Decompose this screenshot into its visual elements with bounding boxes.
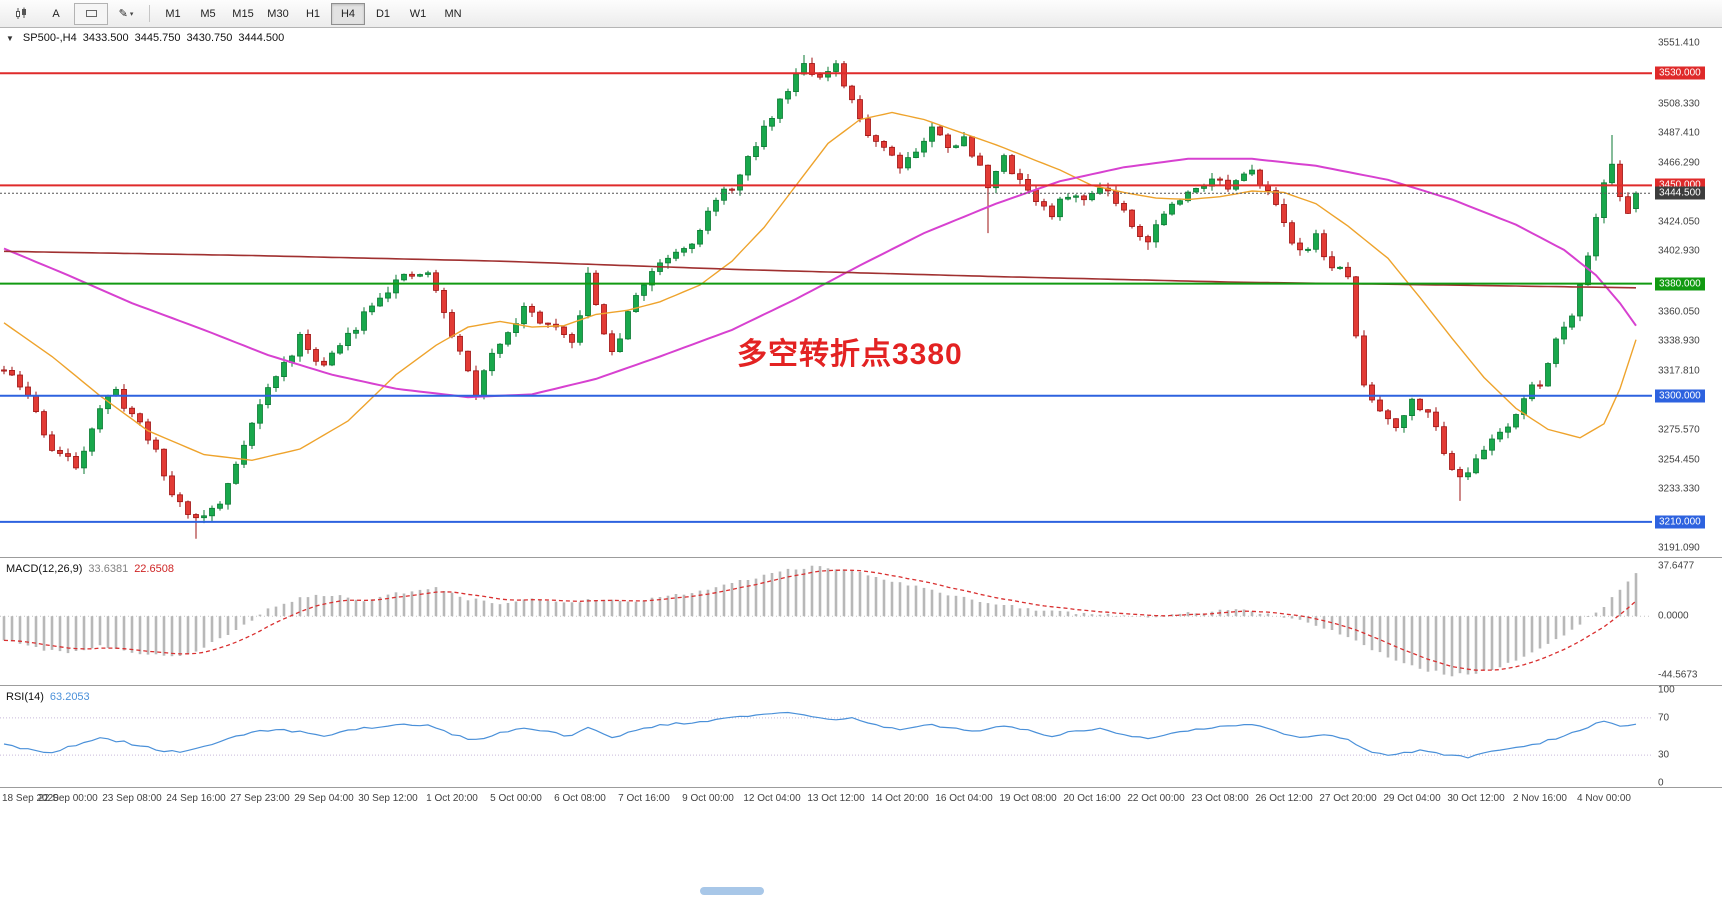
text-tool-button[interactable]: A [39, 3, 73, 25]
horizontal-levels [0, 72, 1652, 523]
macd-label: MACD(12,26,9) [6, 563, 83, 575]
symbol-timeframe-label: SP500-,H4 [22, 32, 77, 44]
timeframe-button-m1[interactable]: M1 [165, 7, 181, 20]
ma-line-slow-sma [3, 250, 1637, 289]
ohlc-open: 3433.500 [82, 32, 129, 44]
chart-area: ▼ SP500-,H4 3433.500 3445.750 3430.750 3… [0, 27, 1722, 897]
rsi-value: 63.2053 [49, 691, 90, 703]
timeframe-button-m30[interactable]: M30 [267, 7, 289, 20]
ma-line-fast-sma [3, 111, 1637, 462]
macd-pane-header: MACD(12,26,9) 33.6381 22.6508 [6, 563, 174, 575]
macd-main-value: 33.6381 [88, 563, 129, 575]
rsi-pane-header: RSI(14) 63.2053 [6, 691, 90, 703]
top-toolbar: A ✎ ▾ M1 M5 M15 M30 H1 H4 D1 W1 MN [0, 0, 1722, 28]
timeframe-button-w1[interactable]: W1 [409, 7, 427, 20]
toolbar-separator [149, 5, 150, 22]
macd-signal-value: 22.6508 [134, 563, 174, 575]
symbol-ohlc-header: ▼ SP500-,H4 3433.500 3445.750 3430.750 3… [6, 32, 284, 44]
ohlc-low: 3430.750 [186, 32, 233, 44]
macd-histogram [2, 565, 1638, 677]
timeframe-button-h1[interactable]: H1 [305, 7, 321, 20]
timeframe-button-group: M1 M5 M15 M30 H1 H4 D1 W1 MN [156, 2, 470, 25]
timeframe-button-d1[interactable]: D1 [375, 7, 391, 20]
ma-line-mid-sma [3, 157, 1637, 399]
ohlc-close: 3444.500 [238, 32, 285, 44]
ohlc-high: 3445.750 [134, 32, 181, 44]
candlestick-chart-icon [15, 7, 26, 19]
collapse-arrow-icon[interactable]: ▼ [6, 34, 14, 43]
candles [1, 55, 1639, 539]
chart-plot[interactable] [0, 27, 1722, 897]
horizontal-scrollbar-thumb[interactable] [700, 887, 764, 895]
pane-separators[interactable] [0, 557, 1722, 788]
timeframe-button-mn[interactable]: MN [444, 7, 462, 20]
pencil-icon: ✎ [118, 8, 128, 20]
shapes-tool-button[interactable] [74, 2, 108, 25]
text-tool-icon: A [52, 7, 60, 20]
chart-type-button[interactable] [4, 3, 38, 25]
rectangle-shape-icon [85, 10, 97, 17]
rsi-label: RSI(14) [6, 691, 44, 703]
chart-annotation-text: 多空转折点3380 [737, 338, 963, 371]
timeframe-button-m5[interactable]: M5 [200, 7, 216, 20]
dropdown-arrow-icon: ▾ [129, 10, 134, 18]
draw-tools-button[interactable]: ✎ ▾ [109, 3, 143, 25]
rsi-line [3, 711, 1637, 759]
macd-signal-line [3, 569, 1637, 671]
timeframe-button-h4[interactable]: H4 [331, 2, 365, 25]
timeframe-button-m15[interactable]: M15 [232, 7, 254, 20]
